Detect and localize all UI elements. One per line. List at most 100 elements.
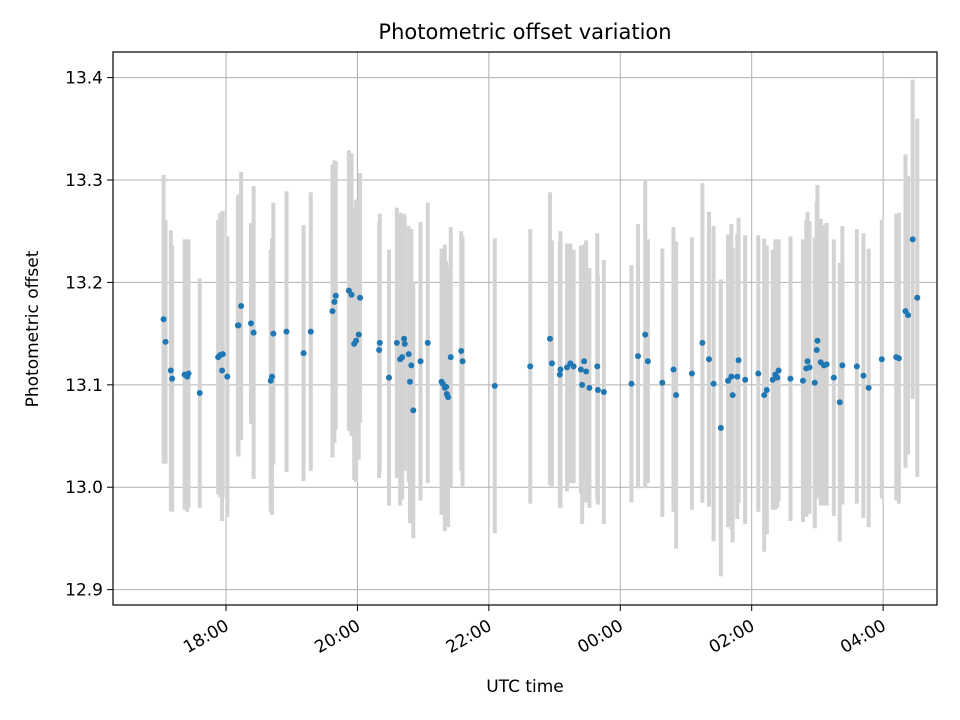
data-point <box>556 371 563 378</box>
data-point <box>445 394 452 401</box>
data-point <box>673 392 680 399</box>
x-tick-label: 20:00 <box>312 616 364 658</box>
data-point <box>270 330 277 337</box>
data-point <box>219 351 226 358</box>
data-point <box>185 370 192 377</box>
data-point <box>570 363 577 370</box>
data-point <box>806 364 813 371</box>
data-point <box>405 351 412 358</box>
data-point <box>787 375 794 382</box>
data-point <box>878 356 885 363</box>
data-point <box>410 407 417 414</box>
data-point <box>579 381 586 388</box>
data-point <box>408 362 415 369</box>
data-point <box>836 399 843 406</box>
data-point <box>546 335 553 342</box>
data-point <box>196 390 203 397</box>
y-tick-label: 13.0 <box>65 478 103 498</box>
data-point <box>357 294 364 301</box>
data-point <box>628 380 635 387</box>
plot-frame <box>112 51 938 606</box>
data-point <box>799 377 806 384</box>
data-point <box>491 382 498 389</box>
data-point <box>909 236 916 243</box>
x-tick-label: 18:00 <box>180 616 232 658</box>
data-point <box>839 362 846 369</box>
data-point <box>385 374 392 381</box>
data-point <box>594 363 601 370</box>
data-point <box>717 424 724 431</box>
data-point <box>728 373 735 380</box>
x-axis: 18:00 20:00 22:00 00:00 02:00 04:00 <box>180 605 890 658</box>
y-tick-label: 13.4 <box>65 69 103 89</box>
x-axis-label: UTC time <box>486 677 564 697</box>
data-point <box>283 328 290 335</box>
data-point <box>823 361 830 368</box>
data-points <box>160 236 921 431</box>
x-tick-label: 04:00 <box>837 616 889 658</box>
data-point <box>160 316 167 323</box>
data-point <box>167 367 174 374</box>
data-point <box>424 339 431 346</box>
data-point <box>860 372 867 379</box>
data-point <box>914 294 921 301</box>
data-point <box>548 360 555 367</box>
error-bars <box>161 79 920 577</box>
data-point <box>250 329 257 336</box>
data-point <box>527 363 534 370</box>
data-point <box>725 377 732 384</box>
data-point <box>247 320 254 327</box>
data-point <box>307 328 314 335</box>
data-point <box>813 347 820 354</box>
data-point <box>804 358 811 365</box>
data-point <box>734 373 741 380</box>
data-point <box>238 302 245 309</box>
data-point <box>376 339 383 346</box>
data-point <box>407 378 414 385</box>
data-point <box>458 348 465 355</box>
data-point <box>376 347 383 354</box>
data-point <box>642 331 649 338</box>
data-point <box>811 379 818 386</box>
data-point <box>699 339 706 346</box>
data-point <box>332 292 339 299</box>
data-point <box>331 298 338 305</box>
data-point <box>853 363 860 370</box>
data-point <box>710 380 717 387</box>
data-point <box>269 373 276 380</box>
data-point <box>705 356 712 363</box>
y-tick-label: 13.3 <box>65 171 103 191</box>
data-point <box>763 386 770 393</box>
x-tick-label: 02:00 <box>706 616 758 658</box>
data-point <box>353 337 360 344</box>
data-point <box>670 366 677 373</box>
data-point <box>169 375 176 382</box>
data-point <box>659 379 666 386</box>
data-point <box>399 354 406 361</box>
data-point <box>355 331 362 338</box>
data-point <box>417 358 424 365</box>
data-point <box>600 388 607 395</box>
data-point <box>635 353 642 360</box>
data-point <box>814 337 821 344</box>
data-point <box>224 373 231 380</box>
data-point <box>865 384 872 391</box>
data-point <box>583 368 590 375</box>
x-tick-label: 22:00 <box>443 616 495 658</box>
y-tick-label: 13.1 <box>65 376 103 396</box>
data-point <box>564 364 571 371</box>
data-point <box>830 374 837 381</box>
data-point <box>447 354 454 361</box>
data-point <box>219 367 226 374</box>
chart-title: Photometric offset variation <box>378 20 671 44</box>
data-point <box>755 370 762 377</box>
data-point <box>775 367 782 374</box>
y-tick-label: 13.2 <box>65 273 103 293</box>
data-point <box>401 335 408 342</box>
y-tick-label: 12.9 <box>65 581 103 601</box>
data-point <box>769 376 776 383</box>
data-point <box>774 374 781 381</box>
data-point <box>459 358 466 365</box>
data-point <box>577 366 584 373</box>
